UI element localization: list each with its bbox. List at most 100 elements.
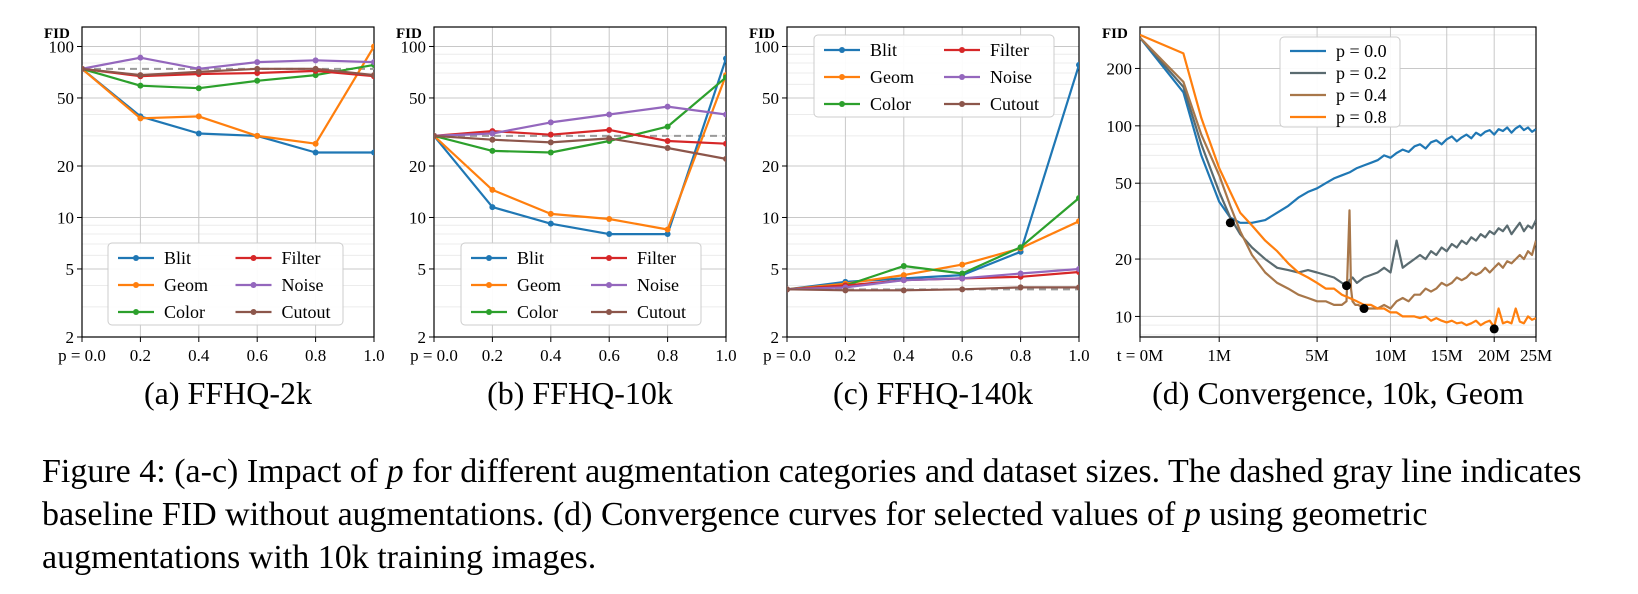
data-point bbox=[371, 59, 374, 66]
legend-label: Noise bbox=[990, 67, 1032, 87]
x-tick-label: 0.6 bbox=[599, 346, 620, 365]
series-line-cutout bbox=[787, 286, 1079, 292]
data-point bbox=[254, 132, 261, 139]
x-tick-label: 1.0 bbox=[363, 346, 384, 365]
data-point bbox=[723, 155, 726, 162]
data-point bbox=[1076, 218, 1079, 225]
legend-swatch-marker bbox=[486, 309, 492, 315]
data-point bbox=[547, 119, 554, 126]
legend-swatch-marker bbox=[133, 309, 139, 315]
data-point bbox=[137, 115, 144, 122]
legend: Blit Geom Color Filter Noise Cutout bbox=[813, 34, 1055, 118]
data-point bbox=[842, 287, 849, 294]
legend-label: Noise bbox=[637, 275, 679, 295]
caption-var-p-2: p bbox=[1183, 496, 1201, 533]
legend-label: Geom bbox=[517, 275, 561, 295]
legend-swatch-marker bbox=[250, 255, 257, 261]
data-point bbox=[900, 272, 907, 279]
data-point bbox=[664, 231, 671, 238]
legend-swatch-marker bbox=[839, 74, 845, 80]
y-tick-label: 100 bbox=[49, 37, 75, 56]
data-point bbox=[664, 103, 671, 110]
panel-3: 2 5 10 20 50 100 p = 0.0 0.2 0.4 0.6 0.8 1.0 FID Blit… bbox=[749, 26, 1090, 411]
y-tick-label: 50 bbox=[57, 89, 74, 108]
legend-label: Blit bbox=[870, 40, 897, 60]
data-point bbox=[723, 140, 726, 147]
series-line-cutout bbox=[82, 67, 374, 77]
panel-2: 2 5 10 20 50 100 p = 0.0 0.2 0.4 0.6 0.8 1.0 FID Blit… bbox=[396, 26, 737, 411]
data-point bbox=[137, 82, 144, 89]
data-point bbox=[312, 140, 319, 147]
y-tick-label: 5 bbox=[771, 260, 780, 279]
y-tick-label: 20 bbox=[762, 157, 779, 176]
series-layer bbox=[787, 61, 1079, 294]
y-tick-label: 100 bbox=[401, 37, 427, 56]
data-point bbox=[254, 65, 261, 72]
x-tick-label: 0.4 bbox=[188, 346, 210, 365]
data-point bbox=[723, 74, 726, 81]
data-point bbox=[900, 287, 907, 294]
data-point bbox=[137, 54, 144, 61]
series-line-cutout bbox=[434, 134, 726, 160]
y-tick-label: 10 bbox=[762, 208, 779, 227]
x-tick-label: 25M bbox=[1520, 346, 1552, 365]
data-point bbox=[959, 261, 966, 268]
series-layer bbox=[82, 43, 374, 156]
series-line-blit bbox=[787, 64, 1079, 291]
data-point bbox=[195, 113, 202, 120]
data-point bbox=[195, 85, 202, 92]
legend: Blit Geom Color Filter Noise Cutout bbox=[107, 242, 344, 326]
y-tick-label: 5 bbox=[66, 260, 75, 279]
data-point bbox=[254, 77, 261, 84]
legend-swatch-marker bbox=[839, 101, 845, 107]
x-tick-label: 0.8 bbox=[657, 346, 678, 365]
plot-frame bbox=[81, 26, 375, 338]
series-layer bbox=[434, 55, 726, 238]
panel-caption: (c) FFHQ-140k bbox=[833, 375, 1033, 411]
data-point bbox=[312, 72, 319, 79]
legend-swatch-marker bbox=[486, 282, 492, 288]
x-tick-label: 0.6 bbox=[952, 346, 973, 365]
data-point bbox=[959, 286, 966, 293]
y-axis-label: FID bbox=[1102, 26, 1128, 42]
data-point bbox=[195, 68, 202, 75]
data-point bbox=[959, 275, 966, 282]
data-point bbox=[723, 111, 726, 118]
legend-swatch-marker bbox=[606, 282, 612, 288]
series-layer bbox=[1140, 33, 1536, 329]
best-fid-marker bbox=[1225, 218, 1235, 228]
plot-frame bbox=[786, 26, 1080, 338]
legend-label: p = 0.0 bbox=[1336, 41, 1387, 61]
data-point bbox=[489, 130, 496, 137]
x-tick-label: 0.2 bbox=[835, 346, 856, 365]
legend: p = 0.0p = 0.2p = 0.4p = 0.8 bbox=[1279, 36, 1401, 128]
data-point bbox=[434, 132, 437, 139]
legend-swatch-marker bbox=[133, 282, 139, 288]
data-point bbox=[606, 215, 613, 222]
legend-label: p = 0.2 bbox=[1336, 63, 1387, 83]
y-tick-label: 20 bbox=[1115, 250, 1132, 269]
x-tick-label: 1.0 bbox=[1068, 346, 1089, 365]
figure-caption: Figure 4: (a-c) Impact of p for differen… bbox=[42, 450, 1622, 579]
legend-swatch-marker bbox=[959, 47, 965, 53]
legend-label: Cutout bbox=[637, 302, 686, 322]
panel-caption: (d) Convergence, 10k, Geom bbox=[1152, 375, 1524, 411]
x-tick-label: 0.8 bbox=[1010, 346, 1031, 365]
series-line-p-0-4 bbox=[1140, 36, 1536, 310]
x-tick-label: 0.8 bbox=[305, 346, 326, 365]
x-tick-label: 0.6 bbox=[247, 346, 268, 365]
panel-4: 10 20 50 100 200 t = 0M 1M 5M 10M 15M 20M 25M FID p =… bbox=[1102, 26, 1552, 411]
legend-swatch-marker bbox=[133, 255, 139, 261]
legend-label: Noise bbox=[282, 275, 324, 295]
data-point bbox=[606, 111, 613, 118]
y-tick-label: 5 bbox=[418, 260, 427, 279]
x-tick-label: 1M bbox=[1207, 346, 1231, 365]
data-point bbox=[1017, 270, 1024, 277]
y-tick-label: 100 bbox=[1107, 117, 1133, 136]
data-point bbox=[723, 55, 726, 62]
y-tick-label: 20 bbox=[57, 157, 74, 176]
panel-1: 2 5 10 20 50 100 p = 0.0 0.2 0.4 0.6 0.8 1.0 FID Blit… bbox=[44, 26, 385, 411]
series-line-noise bbox=[787, 267, 1079, 291]
legend-label: Filter bbox=[990, 40, 1029, 60]
y-tick-label: 50 bbox=[1115, 174, 1132, 193]
